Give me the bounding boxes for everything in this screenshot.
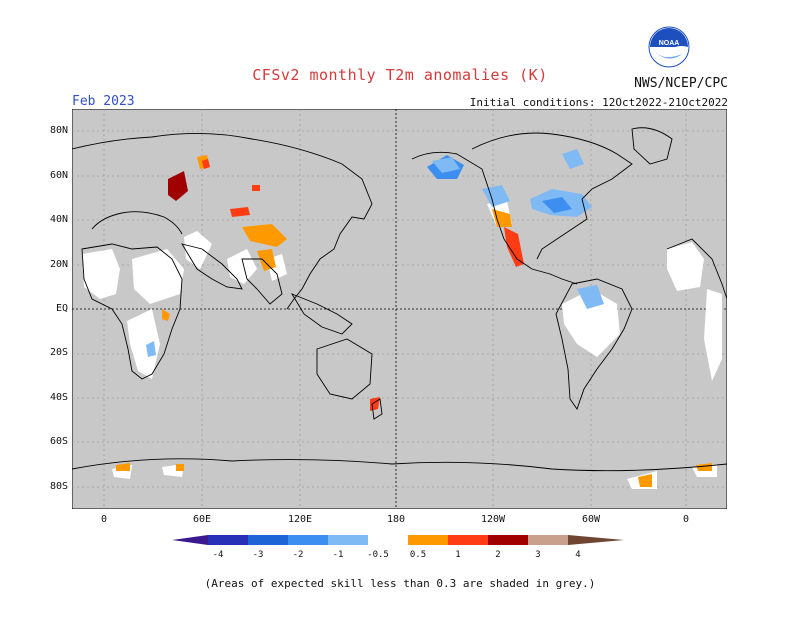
lat-label: 20N xyxy=(49,259,68,270)
lon-label: 0 xyxy=(100,514,108,525)
lat-label: 80S xyxy=(49,481,68,492)
colorbar-tick: -4 xyxy=(213,550,224,560)
colorbar-arrow-high xyxy=(568,535,624,545)
lat-label: 60S xyxy=(49,436,68,447)
lat-label: 20S xyxy=(49,347,68,358)
lat-label: 80N xyxy=(49,125,68,136)
colorbar-bin xyxy=(248,535,288,545)
colorbar-tick: -2 xyxy=(293,550,304,560)
logo-text: NOAA xyxy=(659,40,680,47)
lat-label: 40N xyxy=(49,214,68,225)
colorbar-bin xyxy=(448,535,488,545)
colorbar-bin xyxy=(208,535,248,545)
warm-anomalies xyxy=(116,155,712,487)
colorbar-tick: 4 xyxy=(575,550,580,560)
lon-label: 120W xyxy=(480,514,506,525)
colorbar-tick: 1 xyxy=(455,550,460,560)
valid-month: Feb 2023 xyxy=(72,94,135,109)
colorbar-bin xyxy=(528,535,568,545)
lat-label: EQ xyxy=(55,303,68,314)
colorbar-bin xyxy=(288,535,328,545)
colorbar-bin xyxy=(488,535,528,545)
lon-label: 180 xyxy=(386,514,406,525)
map-title: CFSv2 monthly T2m anomalies (K) xyxy=(252,66,548,84)
colorbar-tick: 2 xyxy=(495,550,500,560)
colorbar-bin xyxy=(328,535,368,545)
colorbar-tick: 3 xyxy=(535,550,540,560)
anomaly-map xyxy=(72,109,727,509)
colorbar-bin xyxy=(368,535,408,545)
noaa-logo: NOAA xyxy=(648,26,690,68)
colorbar-bin xyxy=(408,535,448,545)
lon-label: 120E xyxy=(287,514,313,525)
lon-label: 60E xyxy=(192,514,212,525)
lon-label: 0 xyxy=(682,514,690,525)
coastlines xyxy=(72,127,727,472)
colorbar-tick: -1 xyxy=(333,550,344,560)
agency-label: NWS/NCEP/CPC xyxy=(634,76,728,91)
lat-label: 40S xyxy=(49,392,68,403)
colorbar: -4 -3 -2 -1 -0.5 0.5 1 2 3 4 xyxy=(172,535,624,560)
cold-anomalies xyxy=(146,149,604,357)
lat-label: 60N xyxy=(49,170,68,181)
colorbar-arrow-low xyxy=(172,535,208,545)
colorbar-tick: -3 xyxy=(253,550,264,560)
initial-conditions: Initial conditions: 12Oct2022-21Oct2022 xyxy=(469,96,728,109)
colorbar-tick: -0.5 xyxy=(367,550,389,560)
skill-footnote: (Areas of expected skill less than 0.3 a… xyxy=(204,577,596,590)
colorbar-tick: 0.5 xyxy=(410,550,426,560)
lon-label: 60W xyxy=(581,514,601,525)
